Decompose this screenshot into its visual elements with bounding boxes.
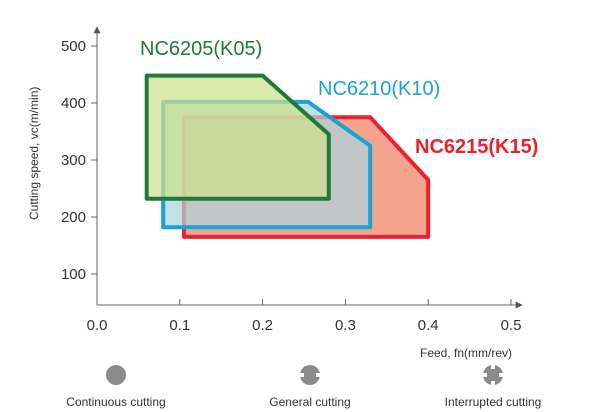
condition-interrupted: Interrupted cutting xyxy=(445,364,542,409)
solid-circle-icon xyxy=(106,365,126,385)
condition-label: Interrupted cutting xyxy=(445,395,542,409)
condition-label: Continuous cutting xyxy=(66,395,165,409)
notched-circle-icon xyxy=(299,365,321,385)
x-axis-title: Feed, fn(mm/rev) xyxy=(420,346,512,360)
series-label: NC6205(K05) xyxy=(140,38,262,60)
x-tick-label: 0.1 xyxy=(169,317,190,334)
x-tick-label: 0.4 xyxy=(418,317,439,334)
condition-general: General cutting xyxy=(269,365,351,409)
y-tick-label: 500 xyxy=(61,38,86,55)
x-tick-group: 0.0 0.1 0.2 0.3 0.4 0.5 xyxy=(87,299,522,334)
x-tick-label: 0.3 xyxy=(335,317,356,334)
y-tick-label: 200 xyxy=(61,209,86,226)
x-tick-label: 0.2 xyxy=(252,317,273,334)
cross-notched-circle-icon xyxy=(482,364,504,386)
region-nc6205-k05 xyxy=(144,73,331,201)
y-axis-title: Cutting speed, vc(m/min) xyxy=(27,87,41,220)
grade-labels: NC6215(K15) NC6210(K10) NC6205(K05) xyxy=(140,38,538,158)
series-label: NC6215(K15) xyxy=(415,136,538,158)
condition-continuous: Continuous cutting xyxy=(66,365,166,409)
y-tick-label: 100 xyxy=(61,266,86,283)
x-tick-label: 0.5 xyxy=(501,317,522,334)
series-label: NC6210(K10) xyxy=(318,78,440,100)
cutting-conditions: Continuous cutting General cutting Inter… xyxy=(66,364,541,409)
y-tick-label: 300 xyxy=(61,152,86,169)
x-tick-label: 0.0 xyxy=(87,317,108,334)
y-tick-group: 100 200 300 400 500 xyxy=(61,38,97,283)
grade-regions xyxy=(144,73,431,239)
condition-label: General cutting xyxy=(269,395,350,409)
y-tick-label: 400 xyxy=(61,95,86,112)
